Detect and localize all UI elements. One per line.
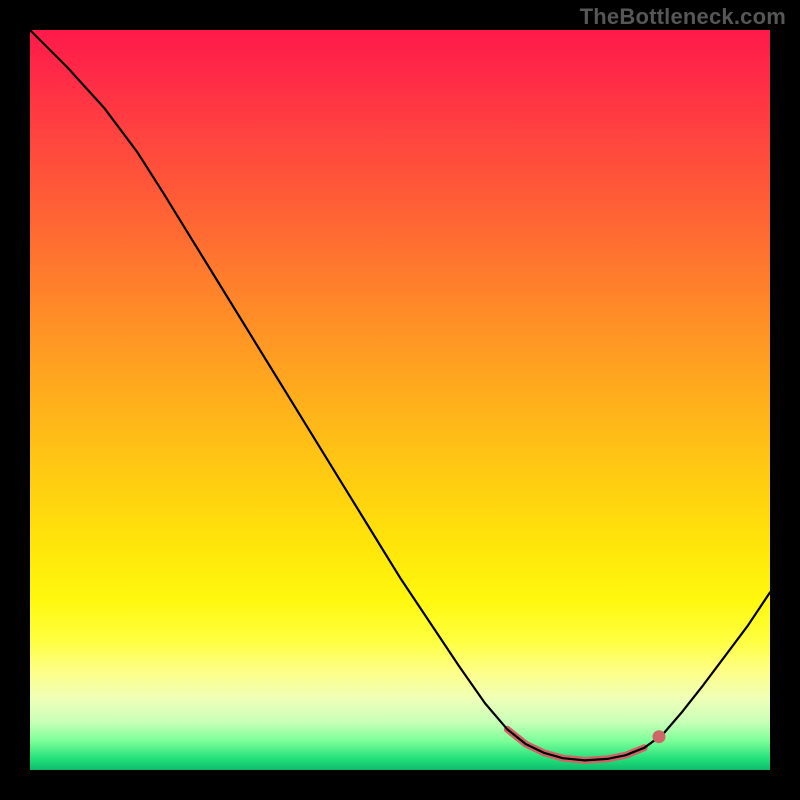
gradient-background <box>30 30 770 770</box>
watermark-text: TheBottleneck.com <box>580 4 786 30</box>
optimal-point-marker <box>653 730 666 743</box>
bottleneck-curve-chart <box>30 30 770 770</box>
chart-frame: TheBottleneck.com <box>0 0 800 800</box>
plot-area <box>30 30 770 770</box>
